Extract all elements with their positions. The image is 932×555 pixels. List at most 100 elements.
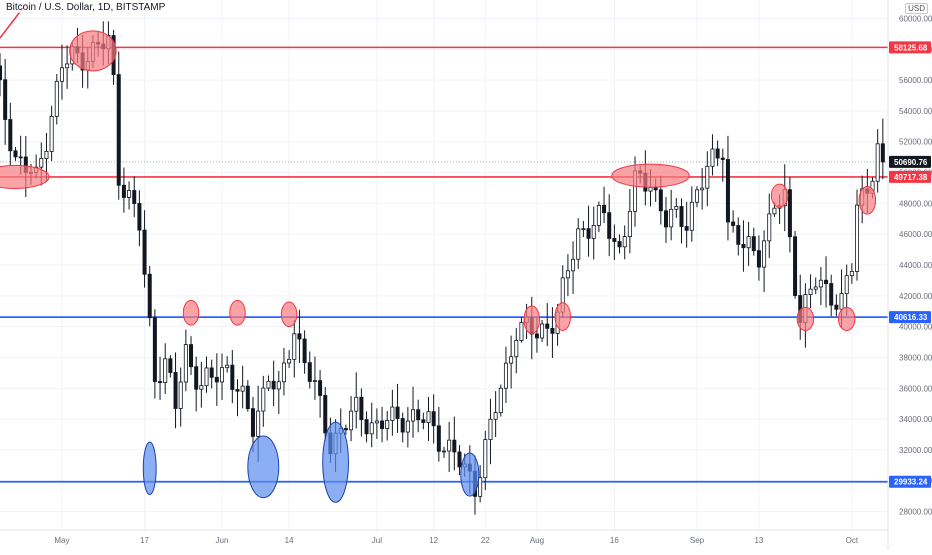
candle-body (880, 143, 885, 163)
candle-body (400, 418, 405, 433)
candle-body (767, 213, 772, 242)
candle-body (596, 204, 601, 226)
candle-body (503, 362, 508, 389)
candle-body (307, 362, 312, 382)
candle-body (519, 322, 524, 341)
candle-body (8, 119, 13, 152)
red-price-tag (889, 41, 931, 54)
y-tick-label: 36000.00 (899, 384, 932, 393)
candle-body (571, 258, 576, 272)
candle-body (808, 288, 813, 295)
candle-body (545, 323, 550, 329)
candle-body (829, 283, 834, 306)
candle-body (349, 410, 354, 431)
candle-body (772, 207, 777, 215)
candle-body (478, 477, 483, 497)
candle-body (158, 381, 163, 383)
candle-body (359, 396, 364, 420)
candle-body (261, 387, 266, 412)
candle-body (441, 450, 447, 453)
candle-body (457, 451, 462, 468)
candle-body (245, 385, 250, 410)
y-tick-label: 56000.00 (899, 76, 932, 85)
y-tick-label: 28000.00 (899, 508, 932, 517)
candle-body (612, 238, 617, 242)
candle-body (374, 420, 379, 424)
candle-body (405, 420, 410, 433)
price-axis: 28000.0030000.0032000.0034000.0036000.00… (887, 0, 932, 550)
blue-highlight-ellipse (322, 421, 349, 503)
red-highlight-ellipse (182, 299, 200, 326)
candle-body (534, 333, 539, 339)
candle-body (565, 270, 570, 279)
candle-body (622, 236, 627, 248)
candle-body (132, 190, 137, 204)
y-tick-label: 52000.00 (899, 138, 932, 147)
candle-body (793, 236, 798, 296)
candle-body (390, 406, 395, 421)
y-tick-label: 44000.00 (899, 261, 932, 270)
candle-body (204, 367, 209, 387)
x-tick-label: Oct (846, 536, 859, 545)
candle-body (586, 228, 591, 239)
red-highlight-ellipse (796, 306, 815, 331)
x-tick-label: Aug (530, 536, 544, 545)
candle-body (380, 420, 385, 429)
candle-body (658, 189, 663, 212)
y-tick-label: 34000.00 (899, 415, 932, 424)
x-tick-label: 16 (610, 536, 619, 545)
candle-body (65, 63, 70, 69)
candle-body (818, 279, 823, 288)
candle-body (736, 225, 741, 245)
candle-body (3, 79, 8, 120)
candle-body (813, 286, 818, 290)
candle-body (787, 189, 792, 238)
candle-body (617, 241, 622, 248)
blue-highlight-ellipse (142, 441, 157, 496)
candle-body (178, 381, 183, 409)
y-tick-label: 60000.00 (899, 14, 932, 23)
candle-body (602, 204, 607, 214)
chart-title: Bitcoin / U.S. Dollar, 1D, BITSTAMP (4, 2, 168, 13)
candle-body (266, 380, 271, 389)
candle-body (679, 206, 684, 227)
candle-body (663, 210, 669, 228)
candle-body (121, 184, 126, 198)
candle-body (684, 226, 689, 231)
candle-body (292, 333, 297, 360)
y-tick-label: 32000.00 (899, 446, 932, 455)
candle-body (674, 206, 679, 210)
annotation-ellipses (0, 30, 877, 503)
x-tick-label: Sep (690, 536, 705, 545)
x-tick-label: Jul (372, 536, 382, 545)
candle-body (287, 358, 292, 364)
candle-body (694, 189, 699, 203)
candle-body (142, 229, 147, 275)
candle-body (576, 228, 581, 260)
candles (0, 21, 885, 515)
blue-price-tag (889, 311, 931, 324)
price-tag-label: 58125.68 (894, 43, 928, 52)
x-tick-label: 12 (429, 536, 438, 545)
candle-body (607, 212, 612, 239)
candle-body (746, 236, 751, 249)
blue-highlight-ellipse (460, 452, 480, 497)
candle-body (137, 203, 142, 231)
candle-body (199, 385, 204, 390)
red-price-tag (889, 170, 931, 183)
candle-body (710, 148, 715, 167)
candle-body (230, 364, 235, 390)
candle-body (219, 367, 225, 383)
time-axis: May 17 Jun 14 Jul 12 22 Aug 16 Sep 13 Oct (0, 529, 888, 545)
y-tick-label: 54000.00 (899, 107, 932, 116)
currency-button[interactable]: USD (905, 3, 928, 14)
candle-body (700, 187, 705, 191)
blue-highlight-ellipse (247, 435, 280, 499)
candle-body (509, 356, 514, 364)
candle-body (395, 406, 400, 419)
candle-body (214, 376, 219, 383)
candle-body (250, 408, 255, 437)
candle-body (147, 273, 152, 319)
candle-body (426, 411, 431, 423)
candle-body (705, 165, 710, 189)
